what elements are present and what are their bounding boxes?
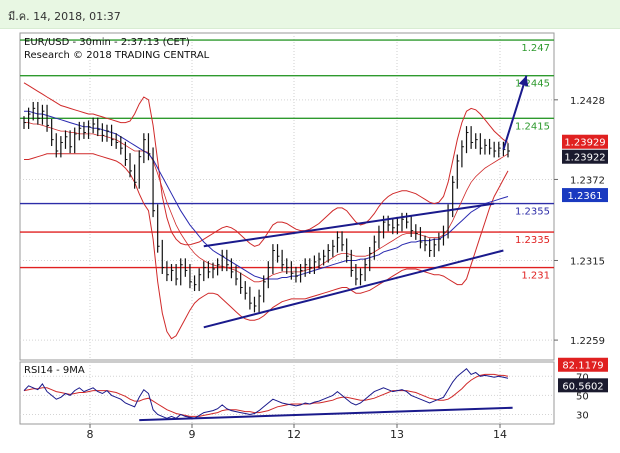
y-tick-label-0: 1.2428 [570,96,605,107]
bollinger-lower-line [24,153,509,340]
rsi-badge-label-0: 82.1179 [562,361,603,372]
rsi-tick-label-1: 50 [576,391,589,402]
level-label-3: 1.2355 [515,207,550,218]
header-datetime: มี.ค. 14, 2018, 01:37 [8,10,121,23]
x-tick-label-9: 9 [189,428,196,441]
x-tick-label-12: 12 [287,428,301,441]
chart-subtitle: Research © 2018 TRADING CENTRAL [24,50,210,61]
price-badge-2 [562,188,608,203]
price-badge-1 [562,149,608,164]
rsi-ma-line [23,373,509,417]
trendline-projection-arrow [502,75,528,150]
y-tick-label-2: 1.2315 [570,256,605,267]
level-label-5: 1.231 [521,271,550,282]
bollinger-upper-line [23,82,509,247]
rsi-badge-0 [558,357,608,372]
y-tick-label-3: 1.2259 [570,336,605,347]
level-label-4: 1.2335 [515,235,550,246]
x-tick-label-8: 8 [87,428,94,441]
rsi-tick-label-2: 30 [576,410,589,421]
trendline-upper-channel [203,202,495,248]
price-badge-label-1: 1.23922 [564,153,605,164]
price-badge-label-2: 1.2361 [568,191,603,202]
x-tick-label-14: 14 [493,428,507,441]
chart-title: EUR/USD - 30min - 2:37:13 (CET) [24,37,190,48]
rsi-trendline [139,406,513,422]
rsi-tick-label-0: 70 [576,372,589,383]
rsi-badge-label-1: 60.5602 [562,381,603,392]
moving-average-line [24,110,509,280]
level-label-2: 1.2415 [515,121,550,132]
price-panel [19,32,555,361]
rsi-badge-1 [558,378,608,393]
trendline-lower-channel [203,249,504,329]
rsi-line [23,367,509,419]
price-badge-label-0: 1.23929 [564,138,605,149]
price-badge-0 [562,134,608,149]
header-bar: มี.ค. 14, 2018, 01:37 [0,0,620,29]
x-tick-label-13: 13 [390,428,404,441]
level-label-0: 1.247 [521,43,550,54]
arrow-head [518,75,529,87]
level-label-1: 1.2445 [515,79,550,90]
rsi-title: RSI14 - 9MA [24,365,85,376]
y-tick-label-1: 1.2372 [570,175,605,186]
